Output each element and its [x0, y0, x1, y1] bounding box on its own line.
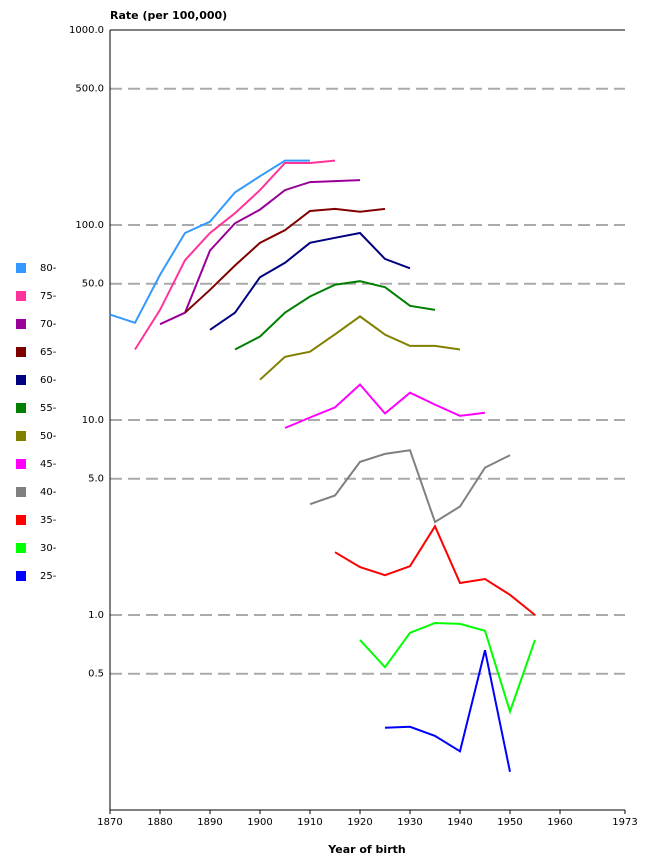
x-axis-title: Year of birth — [327, 843, 405, 856]
x-tick-label: 1960 — [547, 817, 572, 828]
y-tick-label: 100.0 — [75, 220, 104, 231]
y-tick-label: 500.0 — [75, 84, 104, 95]
legend-label: 50- — [40, 431, 57, 442]
y-tick-label: 1000.0 — [69, 25, 104, 36]
legend-label: 30- — [40, 543, 57, 554]
series-line — [284, 383, 486, 429]
y-axis-title: Rate (per 100,000) — [110, 9, 227, 22]
series-line — [184, 207, 386, 314]
legend-swatch — [16, 487, 26, 497]
y-tick-label: 50.0 — [82, 279, 104, 290]
series-line — [309, 449, 511, 524]
x-tick-label: 1920 — [347, 817, 372, 828]
legend-swatch — [16, 571, 26, 581]
legend-label: 70- — [40, 319, 57, 330]
legend-swatch — [16, 459, 26, 469]
legend-swatch — [16, 263, 26, 273]
legend-label: 75- — [40, 291, 57, 302]
legend-label: 80- — [40, 263, 57, 274]
legend-label: 45- — [40, 459, 57, 470]
legend-label: 40- — [40, 487, 57, 498]
y-tick-label: 5.0 — [88, 474, 104, 485]
legend-swatch — [16, 375, 26, 385]
x-tick-label: 1870 — [97, 817, 122, 828]
legend-swatch — [16, 431, 26, 441]
legend-swatch — [16, 515, 26, 525]
y-tick-label: 0.5 — [88, 669, 104, 680]
legend-swatch — [16, 291, 26, 301]
legend-label: 65- — [40, 347, 57, 358]
x-tick-label: 1880 — [147, 817, 172, 828]
legend-swatch — [16, 319, 26, 329]
series-line — [259, 315, 461, 381]
series-line — [359, 621, 536, 715]
x-tick-label: 1950 — [497, 817, 522, 828]
series-line — [334, 524, 536, 616]
legend-label: 60- — [40, 375, 57, 386]
legend-label: 25- — [40, 571, 57, 582]
legend-swatch — [16, 543, 26, 553]
x-tick-label: 1940 — [447, 817, 472, 828]
series-line — [209, 231, 411, 331]
series-line — [384, 649, 511, 773]
y-tick-label: 10.0 — [82, 415, 104, 426]
series-line — [234, 280, 436, 351]
x-tick-label: 1973 — [612, 817, 637, 828]
x-tick-label: 1900 — [247, 817, 272, 828]
series-line — [134, 159, 336, 351]
legend-label: 35- — [40, 515, 57, 526]
series-line — [159, 179, 361, 326]
legend-label: 55- — [40, 403, 57, 414]
legend-swatch — [16, 347, 26, 357]
x-tick-label: 1910 — [297, 817, 322, 828]
legend-swatch — [16, 403, 26, 413]
x-tick-label: 1890 — [197, 817, 222, 828]
x-tick-label: 1930 — [397, 817, 422, 828]
y-tick-label: 1.0 — [88, 610, 104, 621]
series-line — [109, 159, 310, 325]
